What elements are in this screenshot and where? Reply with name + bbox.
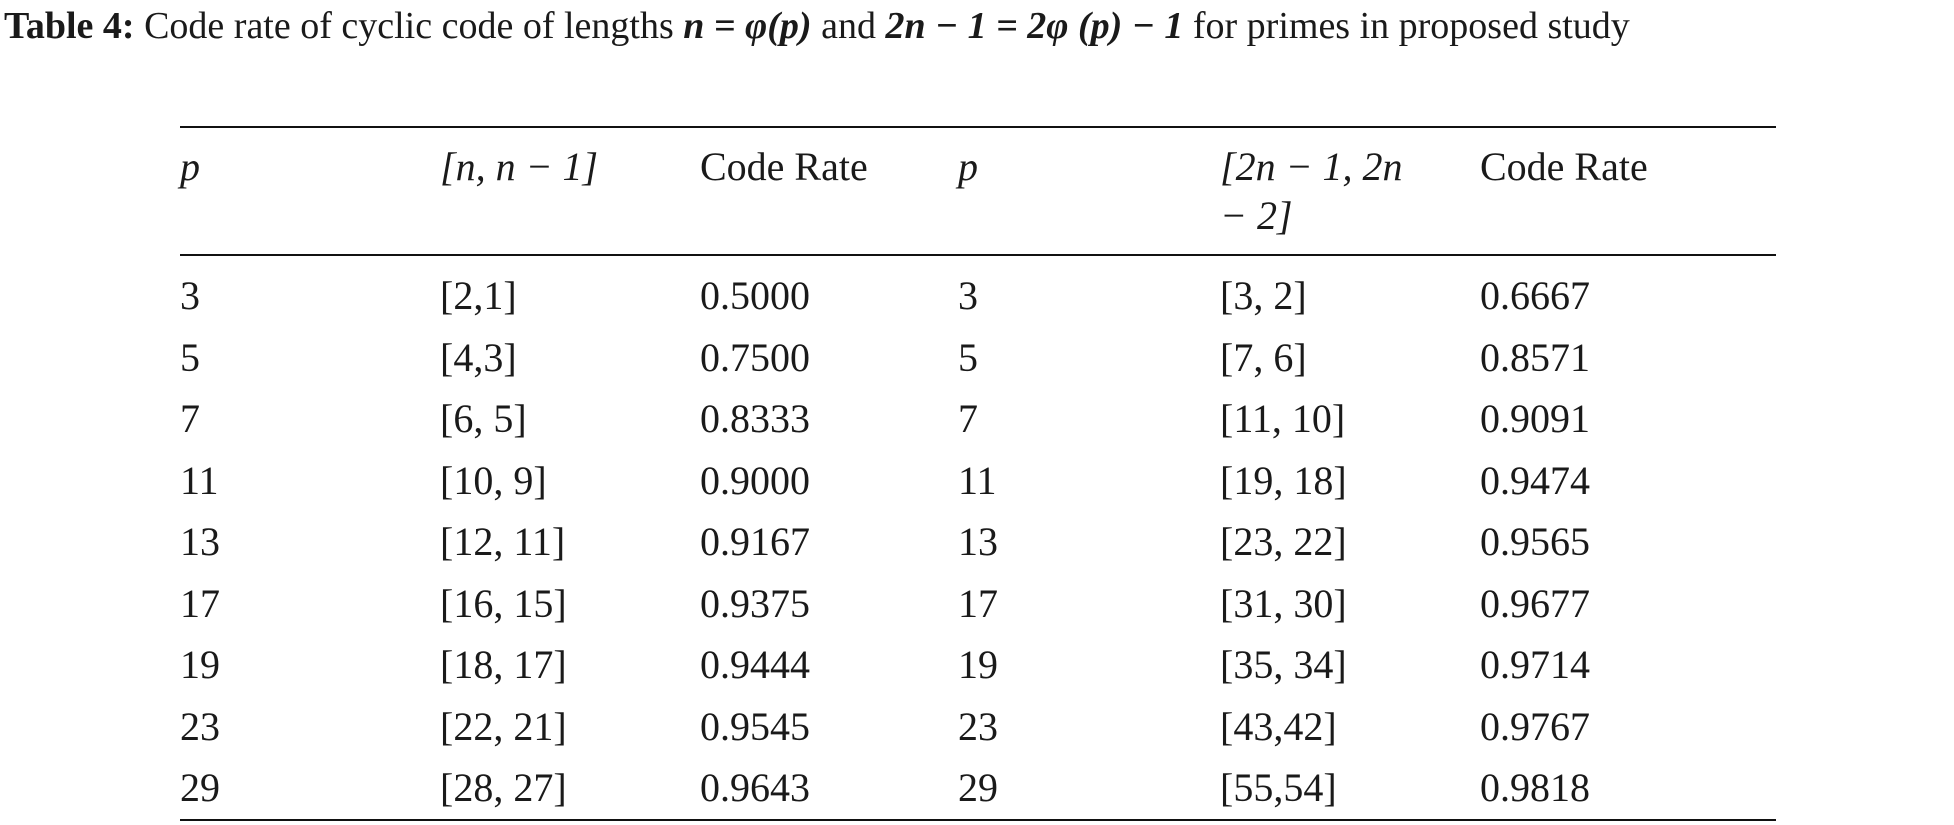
table-caption: Table 4: Code rate of cyclic code of len… (4, 2, 1950, 51)
table-row: 11 [10, 9] 0.9000 11 [19, 18] 0.9474 (180, 450, 1776, 512)
cell-p-2: 7 (958, 396, 978, 441)
cell-code-1: [16, 15] (440, 580, 567, 626)
cell-p-1: 23 (180, 703, 220, 749)
cell-rate-2: 0.9091 (1480, 396, 1590, 441)
cell-code-2: [43,42] (1220, 703, 1337, 749)
cell-p-1: 17 (180, 580, 220, 626)
cell-rate-1: 0.9167 (700, 519, 810, 564)
cell-rate-2: 0.9474 (1480, 457, 1590, 503)
cell-p-2: 3 (958, 273, 978, 318)
header-p-1: p (180, 144, 200, 189)
cell-code-2: [19, 18] (1220, 457, 1347, 503)
cell-code-2: [31, 30] (1220, 580, 1347, 626)
cell-code-1: [18, 17] (440, 642, 567, 687)
cell-code-2: [55,54] (1220, 765, 1337, 810)
cell-rate-1: 0.8333 (700, 396, 810, 441)
cell-code-2: [7, 6] (1220, 334, 1307, 380)
cell-rate-2: 0.9818 (1480, 765, 1590, 810)
cell-rate-1: 0.9444 (700, 642, 810, 687)
table-row: 7 [6, 5] 0.8333 7 [11, 10] 0.9091 (180, 388, 1776, 450)
cell-rate-1: 0.9643 (700, 765, 810, 810)
code-rate-table-wrap: p [n, n − 1] Code Rate p [2n − 1, 2n − 2… (180, 126, 1776, 821)
cell-code-1: [22, 21] (440, 703, 567, 749)
cell-code-2: [11, 10] (1220, 396, 1346, 441)
cell-p-1: 11 (180, 457, 219, 503)
table-row: 19 [18, 17] 0.9444 19 [35, 34] 0.9714 (180, 634, 1776, 696)
cell-p-2: 29 (958, 765, 998, 810)
cell-code-2: [23, 22] (1220, 519, 1347, 564)
code-rate-table: p [n, n − 1] Code Rate p [2n − 1, 2n − 2… (180, 126, 1776, 821)
cell-p-2: 17 (958, 580, 998, 626)
cell-rate-1: 0.9000 (700, 457, 810, 503)
header-code-2: [2n − 1, 2n − 2] (1220, 127, 1480, 255)
cell-rate-1: 0.9545 (700, 703, 810, 749)
cell-p-2: 13 (958, 519, 998, 564)
header-row: p [n, n − 1] Code Rate p [2n − 1, 2n − 2… (180, 127, 1776, 255)
cell-p-1: 3 (180, 273, 200, 318)
table-row: 13 [12, 11] 0.9167 13 [23, 22] 0.9565 (180, 511, 1776, 573)
cell-code-1: [6, 5] (440, 396, 527, 441)
cell-code-1: [2,1] (440, 273, 517, 318)
cell-p-1: 13 (180, 519, 220, 564)
header-code-rate-2: Code Rate (1480, 144, 1648, 189)
table-row: 29 [28, 27] 0.9643 29 [55,54] 0.9818 (180, 757, 1776, 820)
cell-rate-2: 0.6667 (1480, 273, 1590, 318)
table-row: 3 [2,1] 0.5000 3 [3, 2] 0.6667 (180, 255, 1776, 327)
cell-p-1: 5 (180, 334, 200, 380)
table-row: 5 [4,3] 0.7500 5 [7, 6] 0.8571 (180, 327, 1776, 389)
caption-text-and: and (821, 5, 876, 47)
cell-p-2: 19 (958, 642, 998, 687)
cell-p-1: 19 (180, 642, 220, 687)
table-row: 23 [22, 21] 0.9545 23 [43,42] 0.9767 (180, 696, 1776, 758)
cell-rate-1: 0.7500 (700, 334, 810, 380)
cell-rate-1: 0.9375 (700, 580, 810, 626)
header-p-2: p (958, 144, 978, 189)
caption-text: Code rate of cyclic code of lengths (144, 5, 674, 47)
cell-rate-1: 0.5000 (700, 273, 810, 318)
cell-rate-2: 0.9767 (1480, 703, 1590, 749)
header-code-rate-1: Code Rate (700, 144, 868, 189)
cell-code-1: [28, 27] (440, 765, 567, 810)
cell-code-2: [3, 2] (1220, 273, 1307, 318)
cell-code-1: [10, 9] (440, 457, 547, 503)
cell-p-2: 11 (958, 457, 997, 503)
cell-rate-2: 0.8571 (1480, 334, 1590, 380)
header-code-1: [n, n − 1] (440, 144, 599, 189)
cell-p-1: 29 (180, 765, 220, 810)
caption-math-2n: 2n − 1 = 2φ (p) − 1 (885, 5, 1184, 47)
caption-text-end: for primes in proposed study (1192, 5, 1630, 47)
header-code-2-text: [2n − 1, 2n − 2] (1220, 144, 1403, 238)
cell-p-2: 5 (958, 334, 978, 380)
cell-rate-2: 0.9565 (1480, 519, 1590, 564)
cell-code-1: [12, 11] (440, 519, 566, 564)
cell-rate-2: 0.9677 (1480, 580, 1590, 626)
cell-code-2: [35, 34] (1220, 642, 1347, 687)
caption-math-n: n = φ(p) (683, 5, 812, 47)
cell-p-2: 23 (958, 703, 998, 749)
cell-p-1: 7 (180, 396, 200, 441)
table-row: 17 [16, 15] 0.9375 17 [31, 30] 0.9677 (180, 573, 1776, 635)
caption-label: Table 4: (4, 5, 135, 47)
cell-rate-2: 0.9714 (1480, 642, 1590, 687)
cell-code-1: [4,3] (440, 334, 517, 380)
